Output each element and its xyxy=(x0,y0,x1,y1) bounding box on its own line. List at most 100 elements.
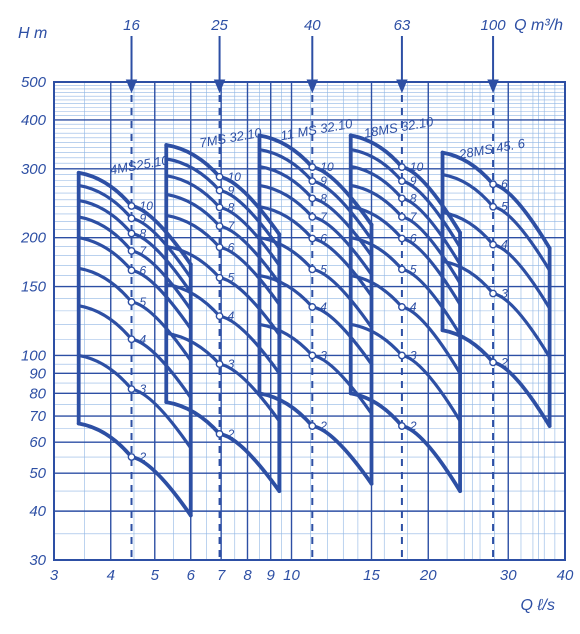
pump-stage-curve xyxy=(79,217,191,310)
operating-point-marker xyxy=(216,431,222,437)
operating-point-marker xyxy=(309,164,315,170)
x-tick-label: 7 xyxy=(217,567,226,584)
pump-stage-curve xyxy=(79,268,191,360)
x-tick-label: 8 xyxy=(243,567,252,584)
pump-stage-curve xyxy=(259,276,371,365)
operating-point-marker xyxy=(128,386,134,392)
operating-point-marker xyxy=(399,235,405,241)
arrow-down-icon xyxy=(127,80,137,92)
stage-number-label: 6 xyxy=(320,232,327,246)
y-tick-label: 300 xyxy=(21,161,47,178)
operating-point-marker xyxy=(309,235,315,241)
pump-model-label: 4MS25.10 xyxy=(109,152,171,177)
pump-curves: 23456789104MS25.1023456789107MS 32.10234… xyxy=(79,114,550,516)
top-tick-label: 100 xyxy=(481,17,507,34)
stage-number-label: 3 xyxy=(228,357,235,371)
stage-number-label: 3 xyxy=(320,348,327,362)
arrow-down-icon xyxy=(215,80,225,92)
operating-point-marker xyxy=(128,454,134,460)
y-tick-label: 30 xyxy=(29,552,46,569)
pump-model-label: 18MS 32.10 xyxy=(363,114,435,141)
operating-point-marker xyxy=(216,313,222,319)
operating-point-marker xyxy=(128,336,134,342)
pump-stage-curve xyxy=(79,306,191,398)
operating-point-marker xyxy=(399,266,405,272)
operating-point-marker xyxy=(399,352,405,358)
operating-point-marker xyxy=(490,204,496,210)
operating-point-marker xyxy=(309,266,315,272)
x-tick-label: 3 xyxy=(50,567,59,584)
top-tick-label: 40 xyxy=(304,17,321,34)
stage-number-label: 10 xyxy=(410,160,424,174)
stage-number-label: 4 xyxy=(501,238,508,252)
stage-number-label: 9 xyxy=(320,174,327,188)
operating-point-marker xyxy=(490,181,496,187)
x-tick-label: 5 xyxy=(151,567,160,584)
stage-number-label: 8 xyxy=(410,191,417,205)
operating-point-marker xyxy=(399,304,405,310)
stage-number-label: 2 xyxy=(227,427,235,441)
stage-number-label: 5 xyxy=(410,262,417,276)
x-tick-label: 10 xyxy=(283,567,300,584)
stage-number-label: 6 xyxy=(228,240,235,254)
stage-number-label: 4 xyxy=(140,332,147,346)
operating-point-marker xyxy=(216,361,222,367)
operating-point-marker xyxy=(216,204,222,210)
x-axis-title: Q ℓ/s xyxy=(520,597,555,614)
pump-curves-chart: 1625406310030405060708090100150200300400… xyxy=(0,0,580,634)
operating-point-marker xyxy=(216,187,222,193)
stage-number-label: 5 xyxy=(320,262,327,276)
stage-number-label: 6 xyxy=(410,232,417,246)
stage-number-label: 9 xyxy=(228,184,235,198)
stage-number-label: 3 xyxy=(140,382,147,396)
operating-point-marker xyxy=(216,174,222,180)
arrow-down-icon xyxy=(397,80,407,92)
operating-point-marker xyxy=(128,248,134,254)
stage-number-label: 5 xyxy=(501,200,508,214)
stage-number-label: 6 xyxy=(501,177,508,191)
pump-stage-curve xyxy=(79,423,191,515)
stage-number-label: 8 xyxy=(320,191,327,205)
stage-number-label: 4 xyxy=(228,309,235,323)
y-tick-label: 50 xyxy=(29,465,46,482)
y-tick-label: 400 xyxy=(21,112,47,129)
stage-number-label: 8 xyxy=(140,226,147,240)
x-tick-label: 6 xyxy=(187,567,196,584)
operating-point-marker xyxy=(399,178,405,184)
top-tick-label: 63 xyxy=(394,17,411,34)
pump-stage-curve xyxy=(79,355,191,448)
arrow-down-icon xyxy=(307,80,317,92)
stage-number-label: 4 xyxy=(410,300,417,314)
stage-number-label: 10 xyxy=(140,199,154,213)
operating-point-marker xyxy=(309,423,315,429)
y-tick-label: 60 xyxy=(29,434,46,451)
x-tick-label: 9 xyxy=(267,567,276,584)
stage-number-label: 2 xyxy=(139,450,147,464)
operating-point-marker xyxy=(309,214,315,220)
x-tick-label: 40 xyxy=(557,567,574,584)
operating-point-marker xyxy=(490,359,496,365)
chart-container: 1625406310030405060708090100150200300400… xyxy=(0,0,580,634)
top-tick-label: 16 xyxy=(123,17,140,34)
x-tick-label: 30 xyxy=(500,567,517,584)
stage-number-label: 10 xyxy=(320,160,334,174)
y-tick-label: 40 xyxy=(29,503,46,520)
y-tick-label: 150 xyxy=(21,279,47,296)
stage-number-label: 3 xyxy=(410,348,417,362)
stage-number-label: 5 xyxy=(140,295,147,309)
stage-number-label: 2 xyxy=(500,355,508,369)
top-tick-label: 25 xyxy=(210,17,228,34)
stage-number-label: 5 xyxy=(228,271,235,285)
y-tick-label: 200 xyxy=(20,230,47,247)
y-tick-label: 500 xyxy=(21,74,47,91)
operating-point-marker xyxy=(399,423,405,429)
stage-number-label: 2 xyxy=(319,419,327,433)
operating-point-marker xyxy=(309,195,315,201)
stage-number-label: 3 xyxy=(501,286,508,300)
stage-number-label: 7 xyxy=(410,210,418,224)
x-tick-label: 15 xyxy=(363,567,380,584)
operating-point-marker xyxy=(128,215,134,221)
operating-point-marker xyxy=(490,241,496,247)
operating-point-marker xyxy=(309,304,315,310)
operating-point-marker xyxy=(399,214,405,220)
